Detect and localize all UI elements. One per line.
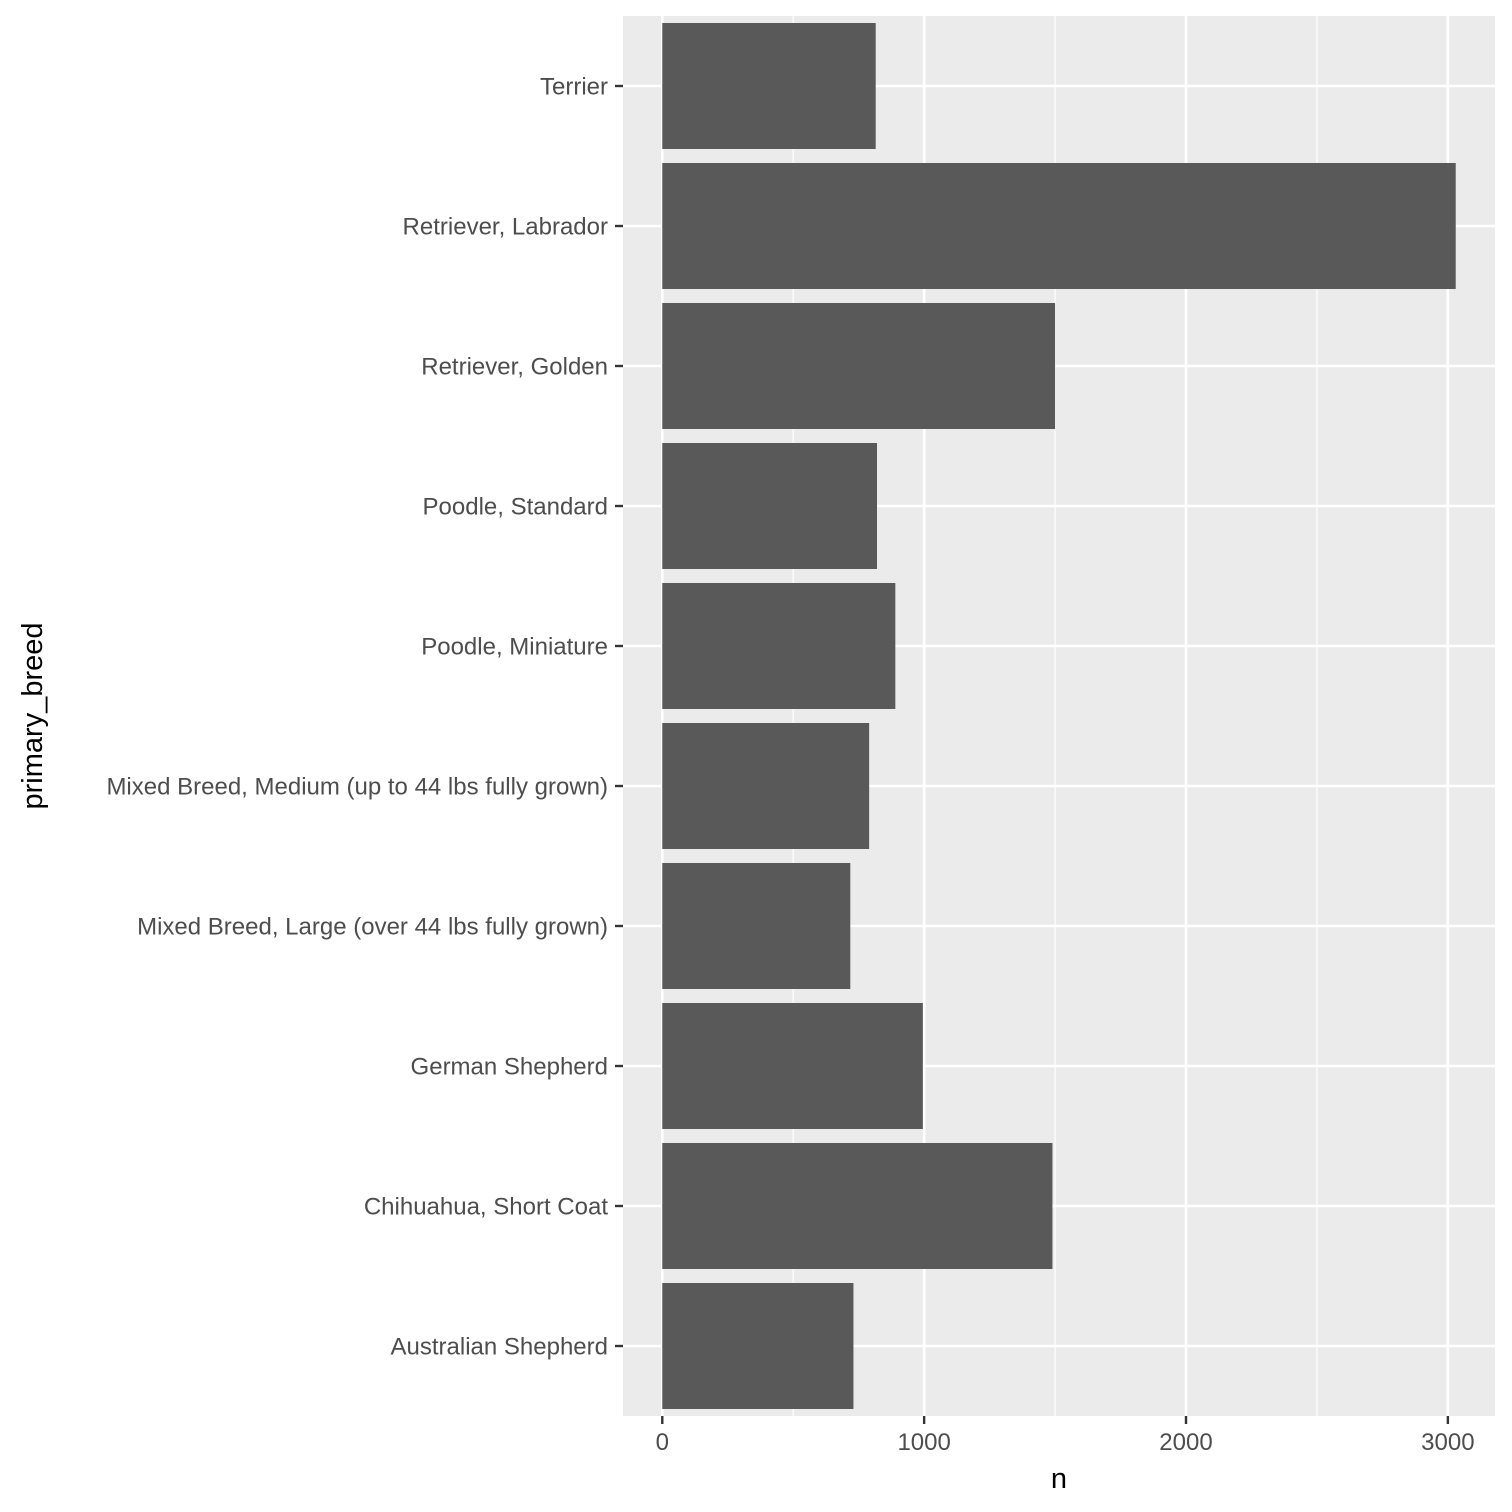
y-tick-label: Chihuahua, Short Coat xyxy=(364,1194,608,1221)
y-axis: Australian Shepherd Chihuahua, Short Coat… xyxy=(106,74,623,1361)
bar xyxy=(662,1283,854,1409)
y-axis-title: primary_breed xyxy=(17,623,49,810)
bar xyxy=(662,583,896,709)
x-axis-title: n xyxy=(1051,1463,1067,1495)
bar xyxy=(662,23,876,149)
bar xyxy=(662,163,1456,289)
bar xyxy=(662,863,851,989)
y-tick-label: Australian Shepherd xyxy=(391,1334,608,1361)
bar xyxy=(662,1143,1053,1269)
y-tick-label: Poodle, Standard xyxy=(423,494,608,521)
y-tick-label: Retriever, Labrador xyxy=(403,214,608,241)
x-tick-label: 1000 xyxy=(897,1429,950,1456)
y-tick-label: German Shepherd xyxy=(411,1054,608,1081)
x-tick-label: 2000 xyxy=(1159,1429,1212,1456)
bars xyxy=(662,23,1456,1409)
x-tick-label: 0 xyxy=(656,1429,669,1456)
y-tick-label: Terrier xyxy=(540,74,608,101)
y-tick-label: Mixed Breed, Medium (up to 44 lbs fully … xyxy=(106,774,608,801)
y-tick-label: Retriever, Golden xyxy=(421,354,608,381)
x-tick-label: 3000 xyxy=(1421,1429,1474,1456)
bar xyxy=(662,303,1056,429)
y-tick-label: Poodle, Miniature xyxy=(421,634,608,661)
bar xyxy=(662,1003,923,1129)
bar xyxy=(662,723,870,849)
y-tick-label: Mixed Breed, Large (over 44 lbs fully gr… xyxy=(137,914,608,941)
bar xyxy=(662,443,878,569)
x-axis: 0 1000 2000 3000 xyxy=(656,1416,1475,1456)
